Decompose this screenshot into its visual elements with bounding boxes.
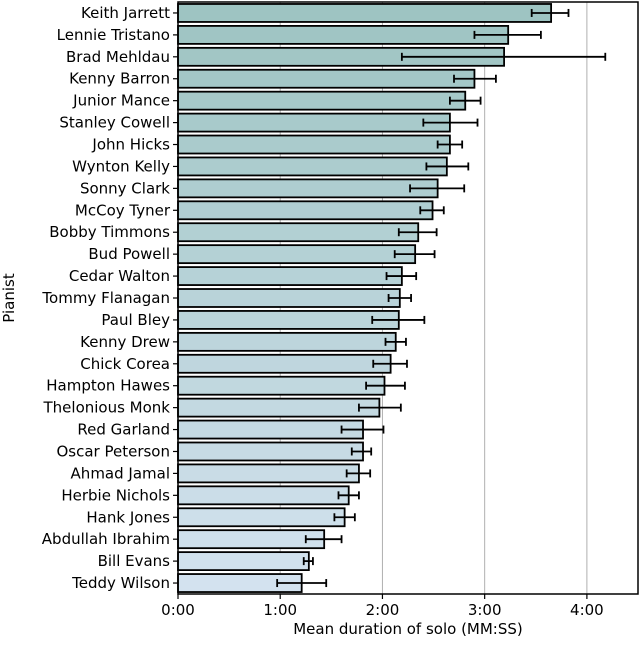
y-tick-label: Bud Powell xyxy=(88,245,170,263)
bar xyxy=(177,156,448,177)
y-tick-label: Bill Evans xyxy=(98,552,171,570)
x-axis-label: Mean duration of solo (MM:SS) xyxy=(293,620,523,638)
y-tick-label: Teddy Wilson xyxy=(71,574,170,592)
y-tick-label: Keith Jarrett xyxy=(81,4,170,22)
bar xyxy=(177,3,553,23)
y-tick-label: Stanley Cowell xyxy=(59,114,170,132)
y-tick-labels: Keith Jarrett Lennie Tristano Brad Mehldau… xyxy=(41,4,178,592)
bar xyxy=(177,244,417,265)
y-tick-label: Red Garland xyxy=(77,421,170,439)
bar xyxy=(177,397,381,418)
y-tick-label: Brad Mehldau xyxy=(66,48,170,66)
y-tick-label: Paul Bley xyxy=(101,311,170,329)
bar xyxy=(177,266,403,286)
bar xyxy=(177,200,434,221)
bar xyxy=(177,551,310,572)
y-tick-label: Thelonious Monk xyxy=(43,399,171,417)
x-tick-label: 4:00 xyxy=(570,601,604,619)
y-tick-label: McCoy Tyner xyxy=(75,201,171,219)
bar xyxy=(177,375,386,396)
bar xyxy=(177,529,326,550)
y-tick-label: Hank Jones xyxy=(86,508,170,526)
bar xyxy=(177,507,346,528)
bar xyxy=(177,90,467,111)
y-tick-label: Wynton Kelly xyxy=(72,157,170,175)
bar xyxy=(177,178,439,199)
y-tick-label: Cedar Walton xyxy=(69,267,170,285)
y-tick-label: Herbie Nichols xyxy=(61,486,170,504)
y-tick-label: Bobby Timmons xyxy=(49,223,170,241)
error-bars xyxy=(276,8,607,588)
bar xyxy=(177,288,401,308)
y-tick-label: Junior Mance xyxy=(72,92,170,110)
y-tick-label: Tommy Flanagan xyxy=(41,289,170,307)
bars xyxy=(177,3,553,593)
y-tick-label: Oscar Peterson xyxy=(56,442,170,460)
x-tick-labels: 0:00 1:00 2:00 3:00 4:00 xyxy=(161,594,604,619)
bar xyxy=(177,331,397,352)
y-tick-label: John Hicks xyxy=(91,136,170,154)
bar xyxy=(177,112,451,133)
bar xyxy=(177,24,510,45)
x-tick-label: 0:00 xyxy=(161,601,195,619)
y-tick-label: Sonny Clark xyxy=(80,179,170,197)
bar xyxy=(177,419,364,440)
bar xyxy=(177,68,476,89)
x-tick-label: 2:00 xyxy=(366,601,400,619)
x-tick-label: 1:00 xyxy=(263,601,297,619)
y-tick-label: Lennie Tristano xyxy=(57,26,170,44)
y-tick-label: Ahmad Jamal xyxy=(71,464,170,482)
bar xyxy=(177,463,360,484)
y-tick-label: Kenny Drew xyxy=(80,333,170,351)
y-tick-label: Abdullah Ibrahim xyxy=(42,530,170,548)
bar xyxy=(177,353,392,374)
bar xyxy=(177,441,364,462)
y-tick-label: Kenny Barron xyxy=(69,70,170,88)
bar xyxy=(177,134,451,155)
bar xyxy=(177,222,420,243)
y-tick-label: Hampton Hawes xyxy=(46,377,170,395)
y-tick-label: Chick Corea xyxy=(80,355,170,373)
bar xyxy=(177,485,350,506)
y-axis-label: Pianist xyxy=(0,273,18,323)
bar xyxy=(177,310,400,330)
x-tick-label: 3:00 xyxy=(468,601,502,619)
